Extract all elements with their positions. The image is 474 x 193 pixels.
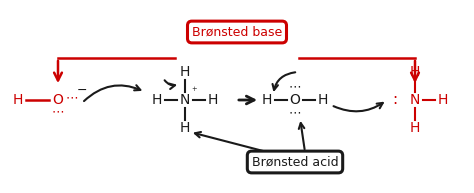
Text: H: H — [180, 65, 190, 79]
Text: H: H — [438, 93, 448, 107]
Text: $^+$: $^+$ — [190, 86, 198, 96]
Text: H: H — [318, 93, 328, 107]
Text: −: − — [77, 84, 87, 96]
Text: H: H — [262, 93, 272, 107]
Text: O: O — [53, 93, 64, 107]
Text: N: N — [180, 93, 190, 107]
Text: H: H — [152, 93, 162, 107]
Text: H: H — [180, 121, 190, 135]
Text: Brønsted acid: Brønsted acid — [252, 156, 338, 168]
Text: ⋯: ⋯ — [289, 107, 301, 119]
Text: :: : — [392, 92, 398, 108]
Text: Brønsted base: Brønsted base — [192, 25, 282, 38]
Text: O: O — [290, 93, 301, 107]
Text: N: N — [410, 93, 420, 107]
Text: H: H — [410, 65, 420, 79]
Text: ⋯: ⋯ — [66, 91, 78, 104]
Text: H: H — [208, 93, 218, 107]
Text: H: H — [13, 93, 23, 107]
Text: ⋯: ⋯ — [289, 80, 301, 93]
Text: H: H — [410, 121, 420, 135]
Text: ⋯: ⋯ — [52, 106, 64, 119]
